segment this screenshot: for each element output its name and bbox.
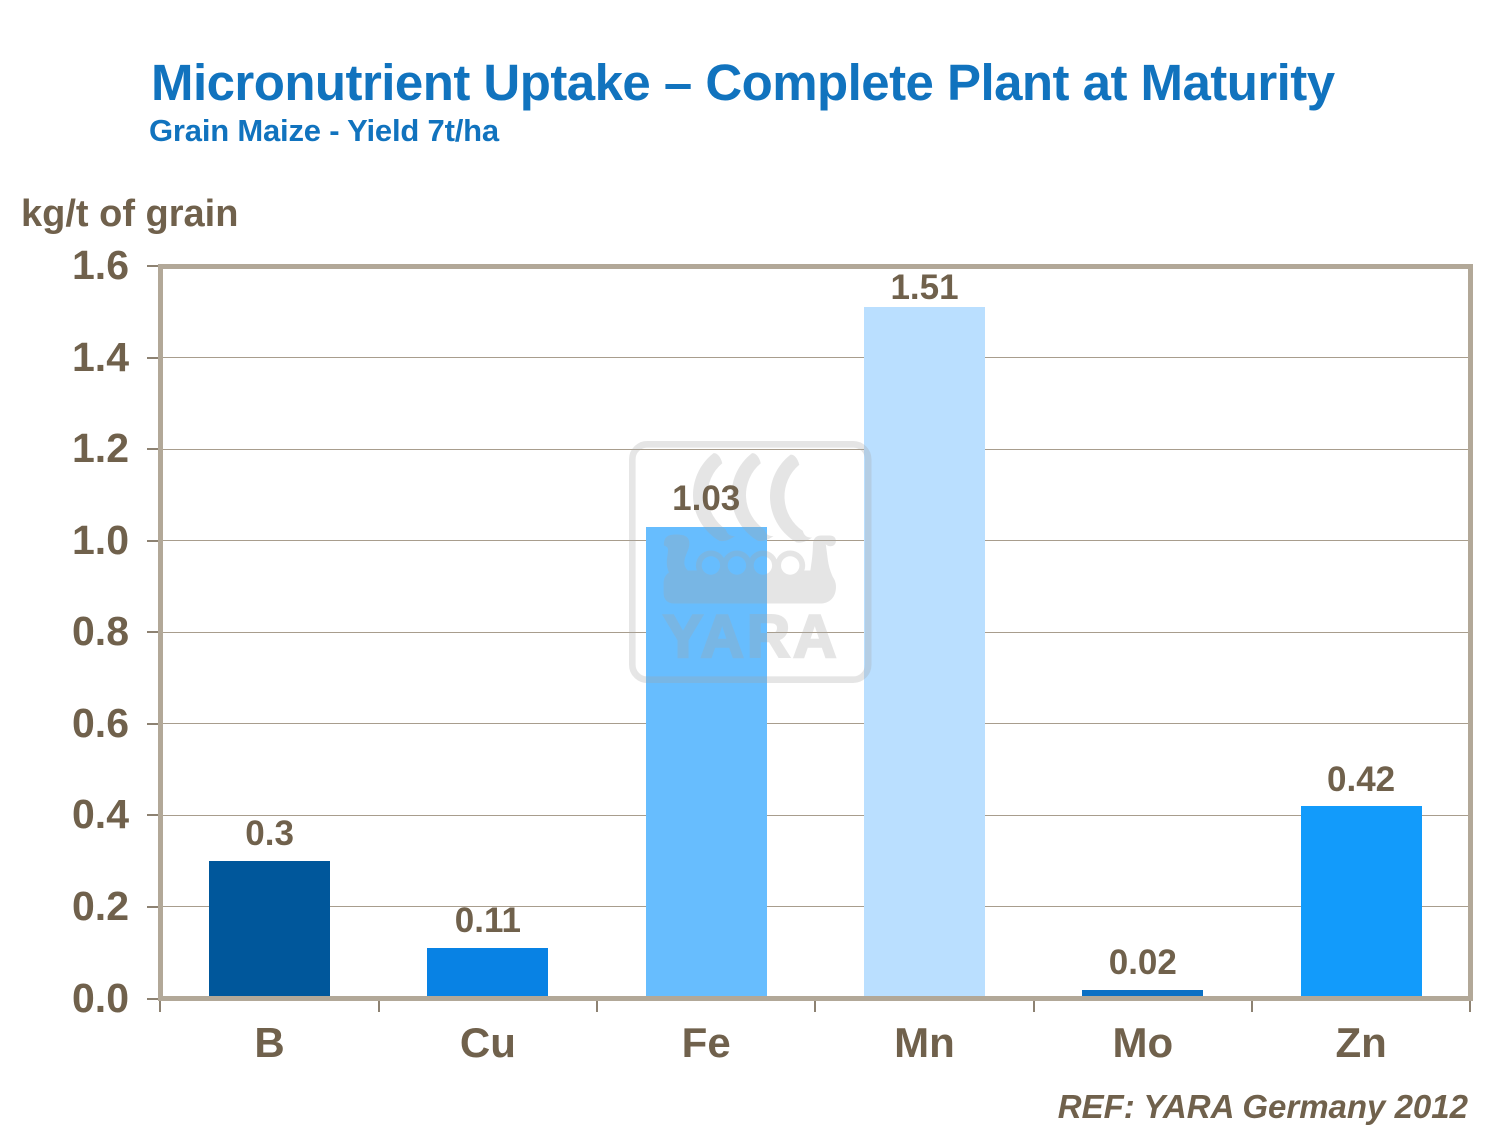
svg-text:YARA: YARA — [663, 603, 840, 670]
